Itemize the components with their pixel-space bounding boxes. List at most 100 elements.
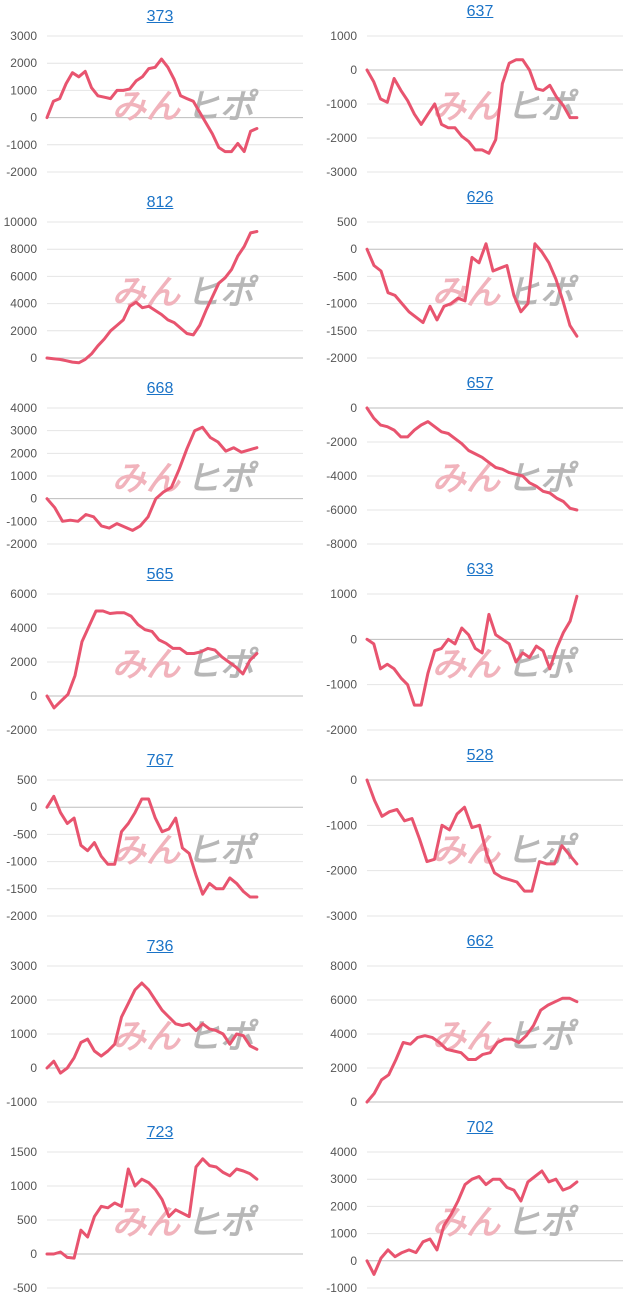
y-tick-label: 3000 xyxy=(10,959,37,973)
chart-title-link[interactable]: 633 xyxy=(466,561,494,578)
svg-text:ヒポ: ヒポ xyxy=(186,831,259,871)
line-chart: 3000 2000 1000 0 -1000 みん ヒポ xyxy=(6,959,303,1109)
chart-title-link[interactable]: 702 xyxy=(466,1119,494,1136)
chart-title-link[interactable]: 626 xyxy=(466,189,494,206)
y-tick-label: 0 xyxy=(30,111,37,125)
y-tick-label: 0 xyxy=(30,689,37,703)
svg-text:みん: みん xyxy=(112,459,181,499)
chart-title-link[interactable]: 723 xyxy=(146,1124,174,1141)
series-line xyxy=(365,594,579,707)
svg-text:ヒポ: ヒポ xyxy=(506,87,579,127)
svg-text:みん: みん xyxy=(432,459,501,499)
y-tick-label: 500 xyxy=(337,215,357,229)
watermark-logo: みん ヒポ xyxy=(112,273,259,313)
y-tick-label: -1000 xyxy=(326,678,357,692)
y-tick-label: 2000 xyxy=(330,1199,357,1213)
svg-text:ヒポ: ヒポ xyxy=(186,459,259,499)
line-chart: 4000 3000 2000 1000 0 -1000 -2000 みん ヒポ xyxy=(6,401,303,551)
y-tick-label: 8000 xyxy=(330,959,357,973)
chart-title-link[interactable]: 736 xyxy=(146,938,174,955)
y-tick-label: 0 xyxy=(350,401,357,415)
y-tick-label: 1000 xyxy=(10,1179,37,1193)
y-tick-label: -1000 xyxy=(6,138,37,152)
line-chart: 1000 0 -1000 -2000 みん ヒポ xyxy=(326,587,623,737)
svg-text:みん: みん xyxy=(112,831,181,871)
y-tick-label: -2000 xyxy=(326,435,357,449)
chart-title-link[interactable]: 637 xyxy=(466,3,494,20)
chart-title-link[interactable]: 662 xyxy=(466,933,494,950)
y-tick-label: -2000 xyxy=(6,537,37,551)
y-tick-label: 0 xyxy=(350,773,357,787)
chart-title-link[interactable]: 812 xyxy=(146,194,174,211)
svg-text:みん: みん xyxy=(112,1017,181,1057)
chart-panel: 10000 8000 6000 4000 2000 0 みん ヒポ 812 xyxy=(0,186,320,372)
y-tick-label: -1000 xyxy=(326,818,357,832)
chart-title-link[interactable]: 668 xyxy=(146,380,174,397)
series-line xyxy=(365,778,579,893)
y-tick-label: 6000 xyxy=(10,269,37,283)
y-tick-label: 0 xyxy=(350,1254,357,1268)
watermark-logo: みん ヒポ xyxy=(432,87,579,127)
y-tick-label: 0 xyxy=(350,632,357,646)
y-tick-label: 4000 xyxy=(10,297,37,311)
svg-text:ヒポ: ヒポ xyxy=(506,459,579,499)
y-tick-label: 10000 xyxy=(4,215,38,229)
line-chart: 4000 3000 2000 1000 0 -1000 みん ヒポ xyxy=(326,1145,623,1295)
y-tick-label: 4000 xyxy=(330,1145,357,1159)
line-chart: 0 -1000 -2000 -3000 みん ヒポ xyxy=(326,773,623,923)
svg-text:ヒポ: ヒポ xyxy=(186,1203,259,1243)
y-tick-label: -1000 xyxy=(326,1281,357,1295)
chart-title-link[interactable]: 657 xyxy=(466,375,494,392)
y-tick-label: 0 xyxy=(30,351,37,365)
series-line xyxy=(45,230,259,365)
y-tick-label: -8000 xyxy=(326,537,357,551)
y-tick-label: 1500 xyxy=(10,1145,37,1159)
y-tick-label: 8000 xyxy=(10,242,37,256)
watermark-logo: みん ヒポ xyxy=(432,1203,579,1243)
y-tick-label: -1500 xyxy=(326,324,357,338)
series-line xyxy=(45,981,259,1075)
chart-panel: 1000 0 -1000 -2000 みん ヒポ 633 xyxy=(320,558,640,744)
y-tick-label: -2000 xyxy=(6,165,37,179)
chart-title-link[interactable]: 767 xyxy=(146,752,174,769)
y-tick-label: 1000 xyxy=(10,469,37,483)
y-tick-label: -1000 xyxy=(6,1095,37,1109)
series-line xyxy=(365,406,579,512)
y-tick-label: 1000 xyxy=(10,1027,37,1041)
y-tick-label: 1000 xyxy=(330,29,357,43)
chart-title-link[interactable]: 373 xyxy=(146,8,174,25)
chart-panel: 8000 6000 4000 2000 0 みん ヒポ 662 xyxy=(320,930,640,1116)
chart-panel: 0 -1000 -2000 -3000 みん ヒポ 528 xyxy=(320,744,640,930)
y-tick-label: 2000 xyxy=(330,1061,357,1075)
y-tick-label: 2000 xyxy=(10,324,37,338)
chart-title-link[interactable]: 565 xyxy=(146,566,174,583)
watermark-logo: みん ヒポ xyxy=(112,1203,259,1243)
y-tick-label: 0 xyxy=(350,63,357,77)
y-tick-label: 2000 xyxy=(10,56,37,70)
watermark-logo: みん ヒポ xyxy=(432,459,579,499)
y-tick-label: 1000 xyxy=(330,1227,357,1241)
chart-panel: 1500 1000 500 0 -500 みん ヒポ 723 xyxy=(0,1116,320,1302)
line-chart: 1000 0 -1000 -2000 -3000 みん ヒポ xyxy=(326,29,623,179)
line-chart: 10000 8000 6000 4000 2000 0 みん ヒポ xyxy=(4,215,303,365)
chart-panel: 4000 3000 2000 1000 0 -1000 -2000 みん ヒポ 668 xyxy=(0,372,320,558)
y-tick-label: 0 xyxy=(350,242,357,256)
y-tick-label: 500 xyxy=(17,773,37,787)
y-tick-label: -2000 xyxy=(6,909,37,923)
svg-text:ヒポ: ヒポ xyxy=(506,273,579,313)
watermark-logo: みん ヒポ xyxy=(432,645,579,685)
series-line xyxy=(45,57,259,154)
watermark-logo: みん ヒポ xyxy=(432,831,579,871)
chart-title-link[interactable]: 528 xyxy=(466,747,494,764)
y-tick-label: 2000 xyxy=(10,993,37,1007)
svg-text:みん: みん xyxy=(432,645,501,685)
y-tick-label: 500 xyxy=(17,1213,37,1227)
line-chart: 0 -2000 -4000 -6000 -8000 みん ヒポ xyxy=(326,401,623,551)
y-tick-label: -1000 xyxy=(326,97,357,111)
chart-panel: 500 0 -500 -1000 -1500 -2000 みん ヒポ 626 xyxy=(320,186,640,372)
series-line xyxy=(45,794,259,899)
series-line xyxy=(45,425,259,532)
y-tick-label: 0 xyxy=(30,1247,37,1261)
svg-text:みん: みん xyxy=(432,1203,501,1243)
series-line xyxy=(365,996,579,1104)
